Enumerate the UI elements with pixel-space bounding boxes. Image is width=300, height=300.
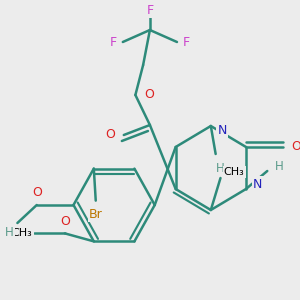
Text: H: H: [216, 161, 225, 175]
Text: O: O: [144, 88, 154, 101]
Text: F: F: [146, 4, 154, 16]
Text: H: H: [5, 226, 14, 239]
Text: N: N: [253, 178, 262, 190]
Text: O: O: [60, 215, 70, 228]
Text: O: O: [291, 140, 300, 154]
Text: Br: Br: [89, 208, 103, 221]
Text: H: H: [274, 160, 283, 172]
Text: O: O: [105, 128, 115, 142]
Text: F: F: [183, 35, 190, 49]
Text: O: O: [32, 187, 42, 200]
Text: N: N: [218, 124, 227, 137]
Text: CH₃: CH₃: [12, 228, 33, 239]
Text: CH₃: CH₃: [224, 167, 244, 177]
Text: F: F: [110, 35, 117, 49]
